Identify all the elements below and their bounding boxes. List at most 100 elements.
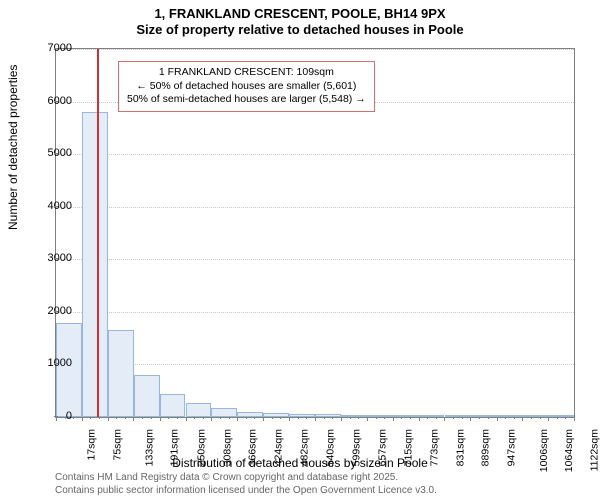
xtick-mark xyxy=(497,417,498,421)
title-line1: 1, FRANKLAND CRESCENT, POOLE, BH14 9PX xyxy=(0,6,600,22)
xtick-mark xyxy=(341,417,342,421)
ytick-label: 4000 xyxy=(32,200,72,212)
ytick-mark xyxy=(54,258,58,259)
ytick-mark xyxy=(54,101,58,102)
xtick-mark xyxy=(393,417,394,421)
footer-line2: Contains public sector information licen… xyxy=(55,484,437,497)
title-line2: Size of property relative to detached ho… xyxy=(0,22,600,38)
xtick-minor xyxy=(272,417,273,419)
xtick-minor xyxy=(151,417,152,419)
xtick-minor xyxy=(254,417,255,419)
annotation-line3: 50% of semi-detached houses are larger (… xyxy=(127,93,366,107)
xtick-minor xyxy=(565,417,566,419)
histogram-bar xyxy=(82,112,108,417)
histogram-bar xyxy=(211,408,237,417)
ytick-mark xyxy=(54,206,58,207)
annotation-box: 1 FRANKLAND CRESCENT: 109sqm ← 50% of de… xyxy=(118,61,375,112)
histogram-bar xyxy=(419,415,445,417)
xtick-mark xyxy=(82,417,83,421)
xtick-mark xyxy=(574,417,575,421)
xtick-minor xyxy=(116,417,117,419)
gridline-h xyxy=(56,154,574,155)
footer-line1: Contains HM Land Registry data © Crown c… xyxy=(55,471,437,484)
gridline-h xyxy=(56,312,574,313)
xtick-minor xyxy=(350,417,351,419)
xtick-minor xyxy=(376,417,377,419)
xtick-mark xyxy=(315,417,316,421)
histogram-bar xyxy=(445,415,471,417)
ytick-mark xyxy=(54,48,58,49)
ytick-label: 6000 xyxy=(32,95,72,107)
ytick-mark xyxy=(54,153,58,154)
ytick-label: 5000 xyxy=(32,147,72,159)
xtick-minor xyxy=(514,417,515,419)
gridline-h xyxy=(56,207,574,208)
histogram-bar xyxy=(263,413,289,417)
histogram-bar xyxy=(186,403,212,417)
xtick-minor xyxy=(358,417,359,419)
footer-text: Contains HM Land Registry data © Crown c… xyxy=(55,471,437,497)
gridline-h xyxy=(56,364,574,365)
chart-title-block: 1, FRANKLAND CRESCENT, POOLE, BH14 9PX S… xyxy=(0,0,600,39)
annotation-line2: ← 50% of detached houses are smaller (5,… xyxy=(127,80,366,94)
histogram-bar xyxy=(289,414,315,417)
ytick-mark xyxy=(54,416,58,417)
histogram-bar xyxy=(108,330,134,417)
gridline-h xyxy=(56,259,574,260)
xtick-mark xyxy=(160,417,161,421)
xtick-mark xyxy=(444,417,445,421)
xtick-mark xyxy=(548,417,549,421)
ytick-label: 0 xyxy=(32,410,72,422)
xtick-minor xyxy=(324,417,325,419)
xtick-minor xyxy=(410,417,411,419)
histogram-bar xyxy=(393,415,419,417)
xtick-minor xyxy=(73,417,74,419)
xtick-minor xyxy=(557,417,558,419)
histogram-bar xyxy=(470,415,496,417)
histogram-bar xyxy=(56,323,82,417)
histogram-bar xyxy=(522,415,548,417)
xtick-mark xyxy=(237,417,238,421)
xtick-minor xyxy=(505,417,506,419)
xtick-minor xyxy=(436,417,437,419)
xtick-minor xyxy=(479,417,480,419)
xtick-minor xyxy=(401,417,402,419)
xtick-minor xyxy=(531,417,532,419)
annotation-line1: 1 FRANKLAND CRESCENT: 109sqm xyxy=(127,66,366,80)
xtick-minor xyxy=(462,417,463,419)
xtick-minor xyxy=(220,417,221,419)
xtick-mark xyxy=(289,417,290,421)
ytick-label: 3000 xyxy=(32,252,72,264)
x-axis-label: Distribution of detached houses by size … xyxy=(0,456,600,470)
xtick-minor xyxy=(306,417,307,419)
plot-area: 17sqm75sqm133sqm191sqm250sqm308sqm366sqm… xyxy=(55,48,575,418)
xtick-minor xyxy=(246,417,247,419)
xtick-mark xyxy=(108,417,109,421)
marker-line xyxy=(97,49,99,417)
xtick-mark xyxy=(186,417,187,421)
xtick-mark xyxy=(211,417,212,421)
xtick-minor xyxy=(177,417,178,419)
xtick-minor xyxy=(90,417,91,419)
histogram-bar xyxy=(367,415,393,417)
xtick-minor xyxy=(125,417,126,419)
xtick-mark xyxy=(263,417,264,421)
xtick-minor xyxy=(280,417,281,419)
xtick-minor xyxy=(142,417,143,419)
histogram-bar xyxy=(315,414,341,417)
histogram-bar xyxy=(341,415,367,417)
xtick-mark xyxy=(522,417,523,421)
xtick-minor xyxy=(427,417,428,419)
ytick-label: 1000 xyxy=(32,357,72,369)
xtick-minor xyxy=(99,417,100,419)
xtick-minor xyxy=(488,417,489,419)
histogram-bar xyxy=(160,394,186,417)
xtick-minor xyxy=(453,417,454,419)
histogram-bar xyxy=(237,412,263,417)
xtick-minor xyxy=(332,417,333,419)
xtick-minor xyxy=(540,417,541,419)
xtick-minor xyxy=(384,417,385,419)
xtick-minor xyxy=(203,417,204,419)
histogram-bar xyxy=(548,415,574,417)
ytick-mark xyxy=(54,363,58,364)
